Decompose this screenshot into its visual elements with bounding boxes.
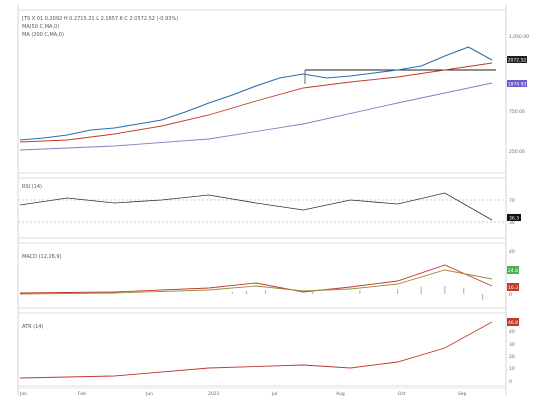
macd-y-tick: 0 [509, 292, 512, 298]
macd-tag2-bg [507, 283, 519, 291]
price-y-tick: 750.00 [509, 109, 525, 115]
panel-frame [17, 242, 507, 309]
x-axis-label: Sep [458, 391, 467, 397]
atr-y-tick: 0 [509, 379, 512, 385]
x-axis-label: 2021 [208, 391, 220, 397]
macd-header: MACD (12,26,9) [22, 254, 62, 260]
atr-last-tag: 46.8 [508, 320, 518, 326]
atr-last-tag-bg [507, 318, 519, 326]
macd-last-tag: 24.8 [508, 268, 518, 274]
price-series-2 [19, 82, 493, 151]
x-axis-label: Jun [145, 391, 153, 397]
panel-frame [17, 312, 507, 387]
macd-series-0 [19, 264, 493, 294]
macd-last-tag: 10.3 [508, 285, 518, 291]
price-ma-tag-bg [507, 80, 527, 87]
x-axis-label: Oct [398, 391, 406, 397]
x-axis-label: Jan [19, 391, 27, 397]
price-series-1 [19, 62, 493, 143]
rsi-series [19, 192, 493, 221]
price-header-ma200: MA (200 C,MA,0) [22, 32, 64, 38]
price-series-0 [19, 46, 493, 141]
rsi-last-tag-bg [507, 214, 521, 221]
price-ma-tag: 1874.93 [508, 82, 527, 88]
price-header-symbol: [TS X 01 0.2092 H 0.2715.21 L 2.1657.6 C… [22, 16, 178, 22]
price-header-ma50: MA(50 C,MA,0) [22, 24, 59, 30]
atr-y-tick: 20 [509, 354, 515, 360]
panel-frame [17, 9, 507, 174]
x-axis-label: Aug [336, 391, 345, 397]
price-y-tick: 1,050.00 [509, 34, 529, 40]
atr-header: ATR (14) [22, 324, 43, 330]
macd-tag1-bg [507, 266, 519, 274]
atr-y-tick: 40 [509, 329, 515, 335]
rsi-last-tag: 36.3 [509, 216, 519, 222]
atr-series [19, 321, 493, 379]
macd-series-1 [19, 269, 493, 295]
atr-y-tick: 10 [509, 366, 515, 372]
rsi-header: RSI (14) [22, 184, 42, 190]
x-axis-label: Jul [271, 391, 277, 397]
price-last-tag-bg [507, 56, 527, 63]
rsi-y-tick: 70 [509, 198, 515, 204]
price-last-tag: 2072.52 [508, 58, 527, 64]
price-y-tick: 250.00 [509, 149, 525, 155]
rsi-y-tick: 30 [509, 220, 515, 226]
atr-y-tick: 30 [509, 342, 515, 348]
x-axis-label: Feb [78, 391, 86, 397]
macd-y-tick: 40 [509, 249, 515, 255]
panel-frame [17, 177, 507, 239]
